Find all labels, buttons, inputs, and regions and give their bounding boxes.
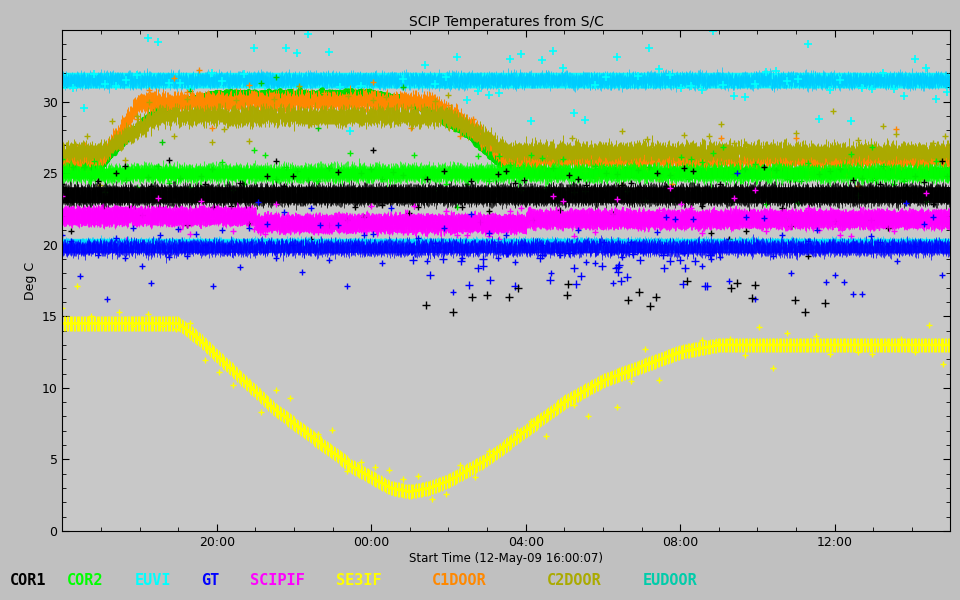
Text: C2DOOR: C2DOOR <box>547 573 602 588</box>
Text: GT: GT <box>202 573 220 588</box>
Text: SE3IF: SE3IF <box>336 573 382 588</box>
Text: COR1: COR1 <box>10 573 46 588</box>
Text: EUDOOR: EUDOOR <box>643 573 698 588</box>
Title: SCIP Temperatures from S/C: SCIP Temperatures from S/C <box>409 15 604 29</box>
Text: SCIPIF: SCIPIF <box>250 573 304 588</box>
Y-axis label: Deg C: Deg C <box>25 262 37 299</box>
X-axis label: Start Time (12-May-09 16:00:07): Start Time (12-May-09 16:00:07) <box>409 551 604 565</box>
Text: EUVI: EUVI <box>134 573 171 588</box>
Text: COR2: COR2 <box>67 573 104 588</box>
Text: C1DOOR: C1DOOR <box>432 573 487 588</box>
